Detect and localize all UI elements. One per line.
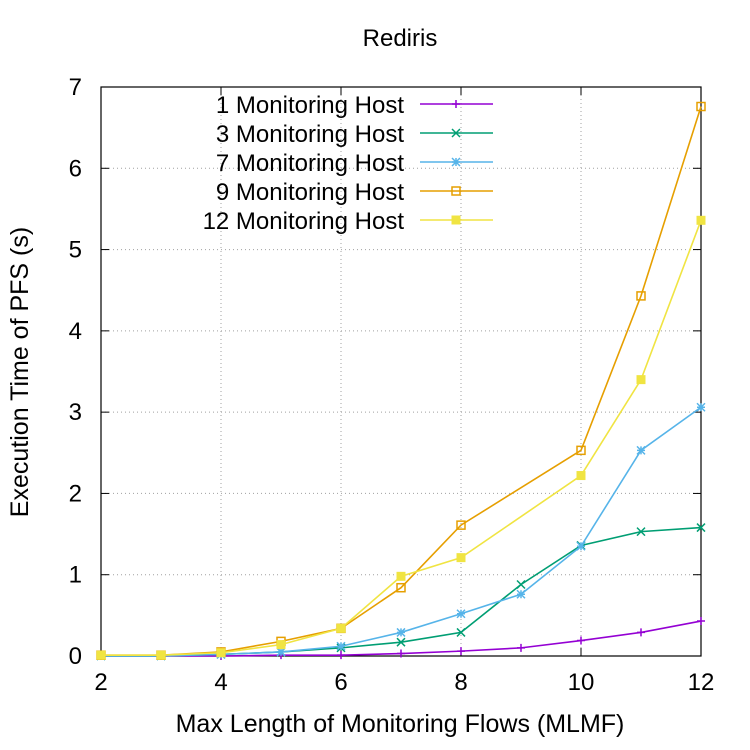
legend-label: 12 Monitoring Host (203, 208, 405, 235)
grid-lines (101, 87, 701, 656)
y-tick-label: 1 (69, 562, 82, 589)
series-group (96, 101, 706, 661)
x-tick-label: 10 (568, 669, 595, 696)
data-point (276, 647, 286, 657)
series-line (101, 220, 702, 656)
legend-label: 9 Monitoring Host (216, 179, 404, 206)
data-point (456, 520, 466, 530)
data-point (456, 553, 466, 563)
y-tick-label: 7 (69, 74, 82, 101)
legend-entry: 3 Monitoring Host (216, 121, 493, 148)
data-point (457, 647, 465, 656)
x-tick-label: 12 (688, 669, 715, 696)
data-point (456, 609, 466, 619)
series-3 (96, 402, 706, 661)
data-point (516, 589, 526, 599)
data-point (516, 579, 526, 589)
x-tick-label: 8 (454, 669, 467, 696)
data-point (576, 541, 586, 551)
data-point (456, 627, 466, 637)
data-point (336, 641, 346, 651)
data-point (451, 157, 461, 167)
data-point (637, 628, 645, 637)
data-point (337, 651, 345, 660)
y-tick-label: 5 (69, 237, 82, 264)
data-point (576, 471, 586, 481)
legend-entry: 1 Monitoring Host (216, 92, 493, 119)
y-tick-label: 2 (69, 480, 82, 507)
legend-entry: 9 Monitoring Host (216, 179, 493, 206)
x-tick-label: 6 (334, 669, 347, 696)
data-point (696, 101, 706, 112)
data-point (156, 650, 166, 660)
y-tick-label: 0 (69, 643, 82, 670)
data-point (336, 623, 346, 633)
data-point (451, 128, 461, 138)
y-axis-label: Execution Time of PFS (s) (6, 227, 34, 517)
data-point (451, 215, 461, 225)
data-point (96, 650, 106, 660)
data-point (696, 215, 706, 225)
data-point (396, 627, 406, 637)
y-tick-label: 6 (69, 155, 82, 182)
data-point (636, 291, 646, 301)
y-tick-label: 3 (69, 399, 82, 426)
data-point (451, 186, 461, 196)
legend-label: 7 Monitoring Host (216, 150, 404, 177)
x-axis-label: Max Length of Monitoring Flows (MLMF) (176, 710, 625, 738)
data-point (696, 523, 706, 533)
data-point (636, 527, 646, 537)
data-point (396, 571, 406, 581)
legend-label: 3 Monitoring Host (216, 121, 404, 148)
legend-entry: 7 Monitoring Host (216, 150, 493, 177)
legend-label: 1 Monitoring Host (216, 92, 404, 119)
data-point (276, 640, 286, 650)
data-point (517, 643, 525, 652)
chart-title: Rediris (363, 25, 438, 52)
data-point (452, 100, 460, 108)
data-point (697, 617, 705, 626)
data-point (216, 648, 226, 658)
data-point (397, 649, 405, 658)
y-tick-label: 4 (69, 318, 82, 345)
data-point (576, 445, 586, 456)
data-point (636, 445, 646, 455)
series-5 (96, 215, 706, 660)
x-tick-label: 2 (94, 669, 107, 696)
data-point (396, 582, 406, 593)
data-point (696, 402, 706, 412)
data-point (577, 636, 585, 645)
data-point (636, 375, 646, 385)
legend-entry: 12 Monitoring Host (203, 208, 493, 235)
x-tick-label: 4 (214, 669, 227, 696)
data-point (396, 637, 406, 647)
